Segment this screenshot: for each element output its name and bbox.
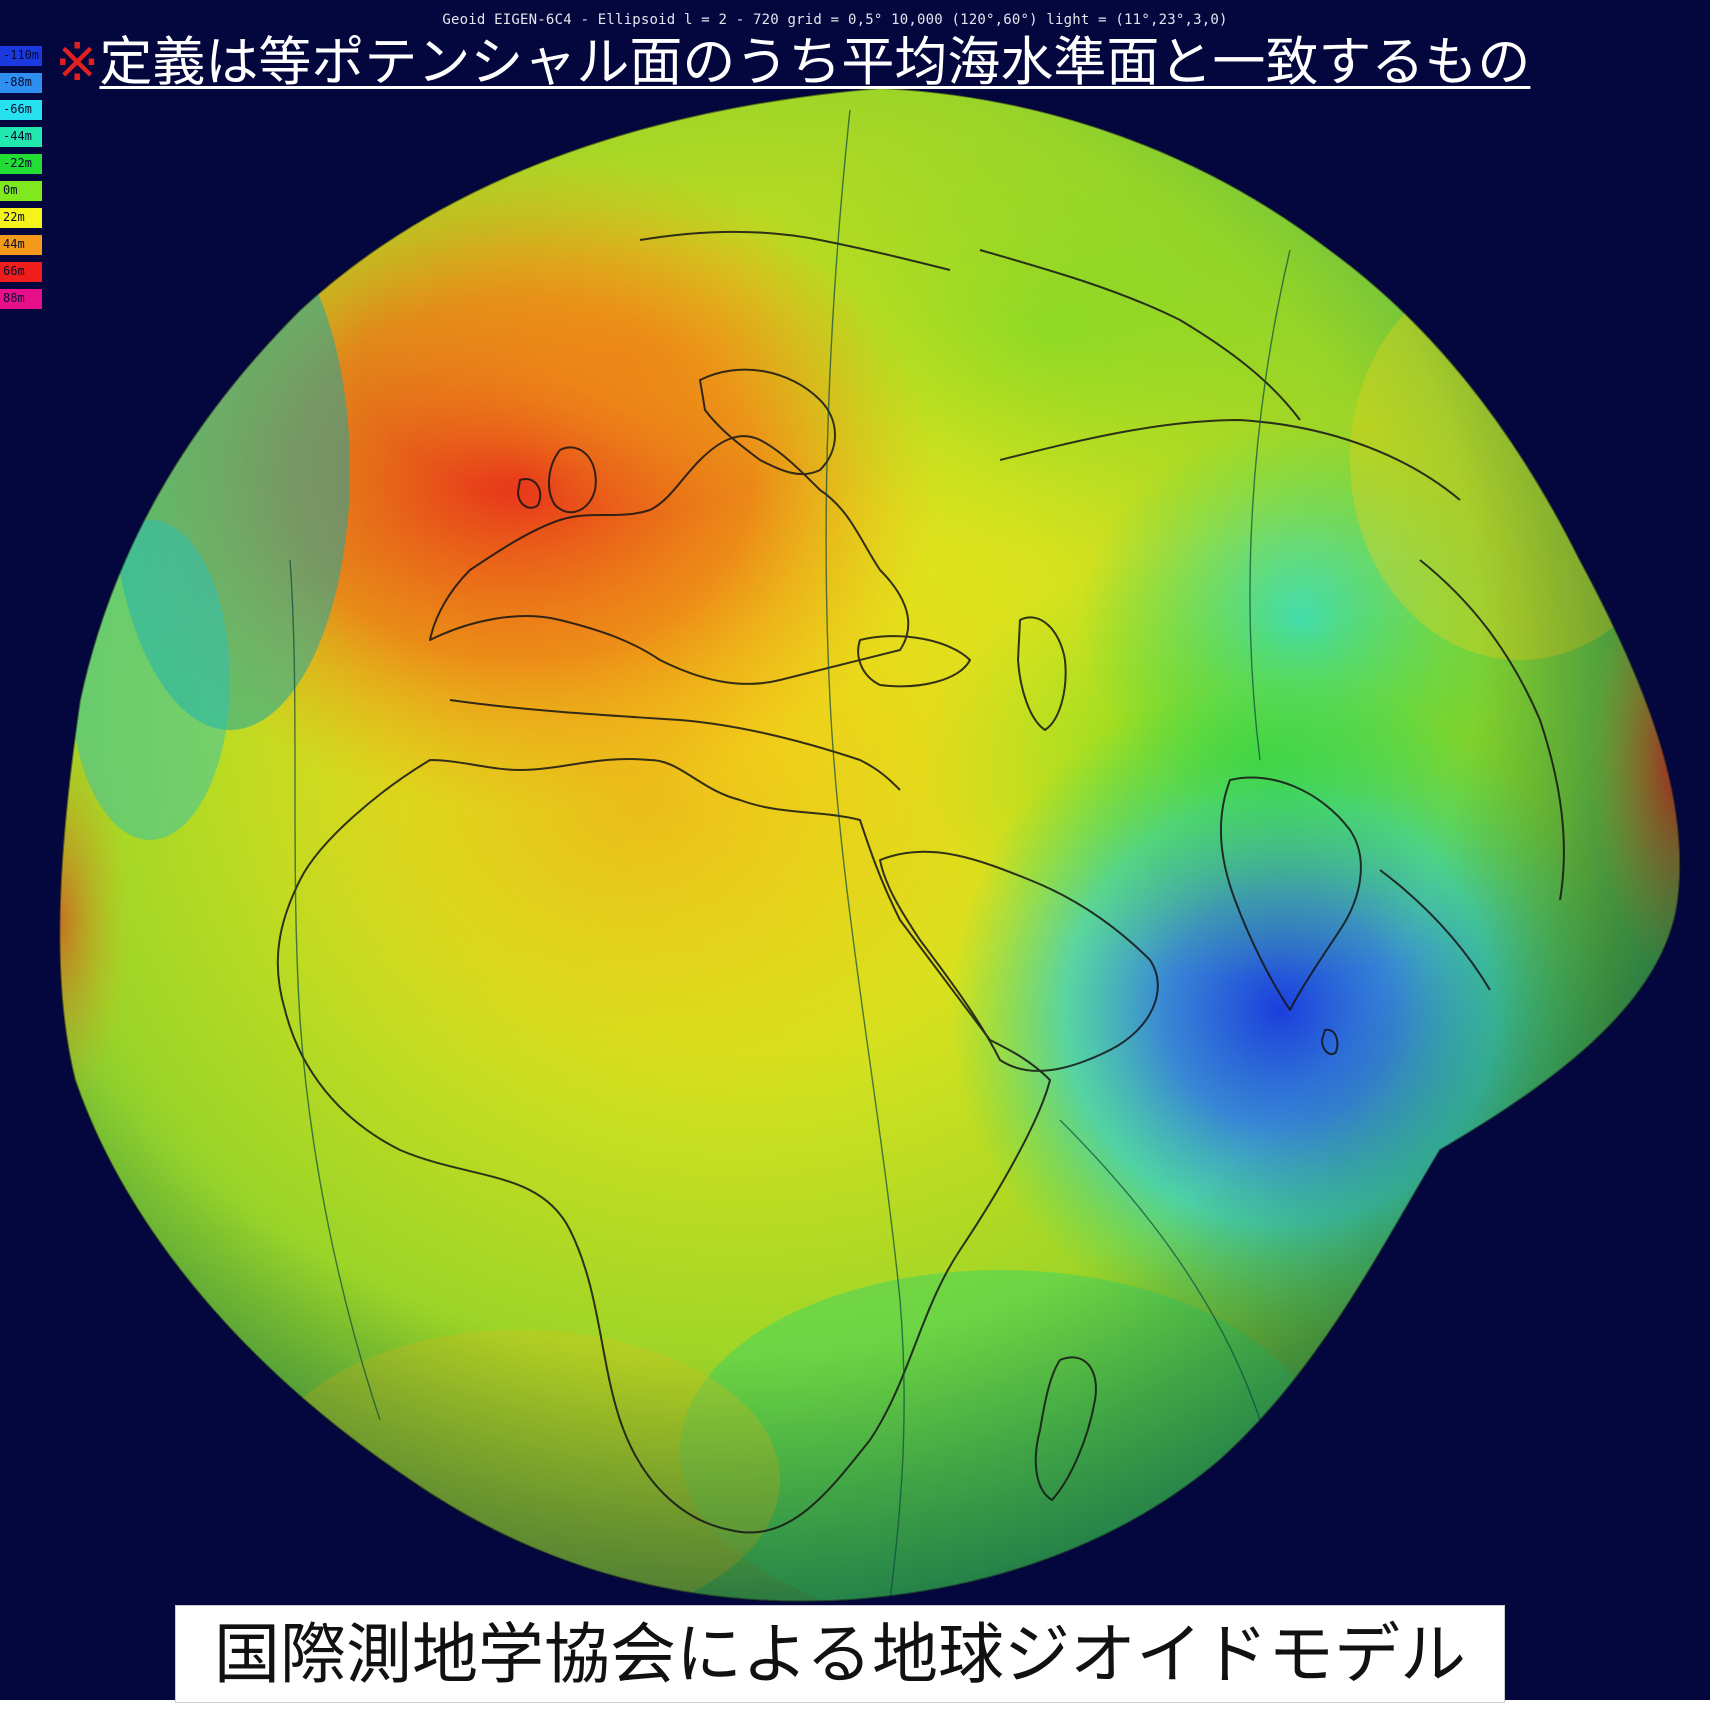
legend-item: 44m (0, 232, 44, 259)
legend-swatch (0, 289, 42, 309)
legend-item: -66m (0, 97, 44, 124)
legend-swatch (0, 208, 42, 228)
caption-text: 国際測地学協会による地球ジオイドモデル (213, 1616, 1467, 1693)
caption-box: 国際測地学協会による地球ジオイドモデル (175, 1605, 1505, 1703)
legend-label: -88m (3, 75, 32, 89)
legend-item: 0m (0, 178, 44, 205)
legend-label: 88m (3, 291, 25, 305)
legend-label: 44m (3, 237, 25, 251)
legend-label: 66m (3, 264, 25, 278)
legend-swatch (0, 262, 42, 282)
legend-item: 88m (0, 286, 44, 313)
color-legend: -110m -88m -66m -44m -22m 0m 22m 44m (0, 43, 44, 313)
legend-swatch (0, 46, 42, 66)
headline-text: 定義は等ポテンシャル面のうち平均海水準面と一致するもの (99, 32, 1531, 93)
legend-label: 0m (3, 183, 18, 197)
reference-mark: ※ (55, 32, 100, 93)
legend-swatch (0, 181, 42, 201)
legend-item: 66m (0, 259, 44, 286)
legend-swatch (0, 235, 42, 255)
legend-item: -88m (0, 70, 44, 97)
legend-label: -44m (3, 129, 32, 143)
legend-label: -110m (3, 48, 40, 62)
legend-swatch (0, 154, 42, 174)
legend-label: -22m (3, 156, 32, 170)
headline: ※定義は等ポテンシャル面のうち平均海水準面と一致するもの (55, 30, 1530, 96)
legend-swatch (0, 73, 42, 93)
legend-swatch (0, 127, 42, 147)
legend-label: 22m (3, 210, 25, 224)
legend-item: -22m (0, 151, 44, 178)
legend-label: -66m (3, 102, 32, 116)
legend-item: 22m (0, 205, 44, 232)
legend-swatch (0, 100, 42, 120)
render-parameters-text: Geoid EIGEN-6C4 - Ellipsoid l = 2 - 720 … (442, 12, 1228, 28)
legend-item: -44m (0, 124, 44, 151)
legend-item: -110m (0, 43, 44, 70)
